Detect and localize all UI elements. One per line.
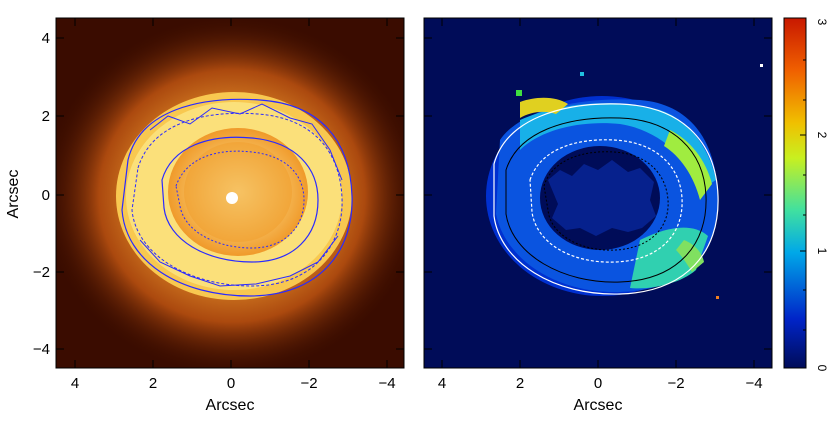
left-y-tick-label: −4 [33,341,50,358]
colorbar-tick-label: 2 [815,132,829,139]
colorbar-tick-label: 0 [815,365,829,372]
left-x-tick-label: 4 [71,375,79,392]
colorbar-gradient [784,18,806,368]
left-y-tick-label: 0 [42,187,50,204]
right-x-tick-label: −4 [745,375,762,392]
left-x-tick-label: −4 [378,375,395,392]
colorbar-frame [783,17,807,369]
right-panel: 4 2 0 −2 −4 Arcsec [423,17,773,414]
left-x-axis-label: Arcsec [206,397,255,414]
left-x-tick-label: −2 [300,375,317,392]
left-y-axis-label: Arcsec [5,170,22,219]
left-y-tick-label: 2 [42,108,50,125]
left-y-tick-label: 4 [42,30,50,47]
colorbar-tick-label: 3 [815,19,829,26]
left-x-tick-label: 0 [227,375,235,392]
right-tick-marks [424,18,772,368]
left-x-tick-label: 2 [149,375,157,392]
left-nebula-image [56,18,404,368]
colorbar-tick-marks [800,17,806,369]
colorbar: 0 1 2 3 [783,17,829,372]
left-frame [55,17,405,369]
right-x-tick-label: 2 [516,375,524,392]
left-panel: 4 2 0 −2 −4 4 2 0 −2 −4 Arcsec Arcsec [5,17,405,414]
right-x-tick-label: 0 [594,375,602,392]
right-x-tick-label: −2 [667,375,684,392]
right-ratio-map [486,64,763,299]
left-tick-marks [56,18,404,368]
colorbar-tick-label: 1 [815,248,829,255]
left-y-tick-label: −2 [33,264,50,281]
right-x-tick-label: 4 [438,375,446,392]
right-x-axis-label: Arcsec [574,397,623,414]
